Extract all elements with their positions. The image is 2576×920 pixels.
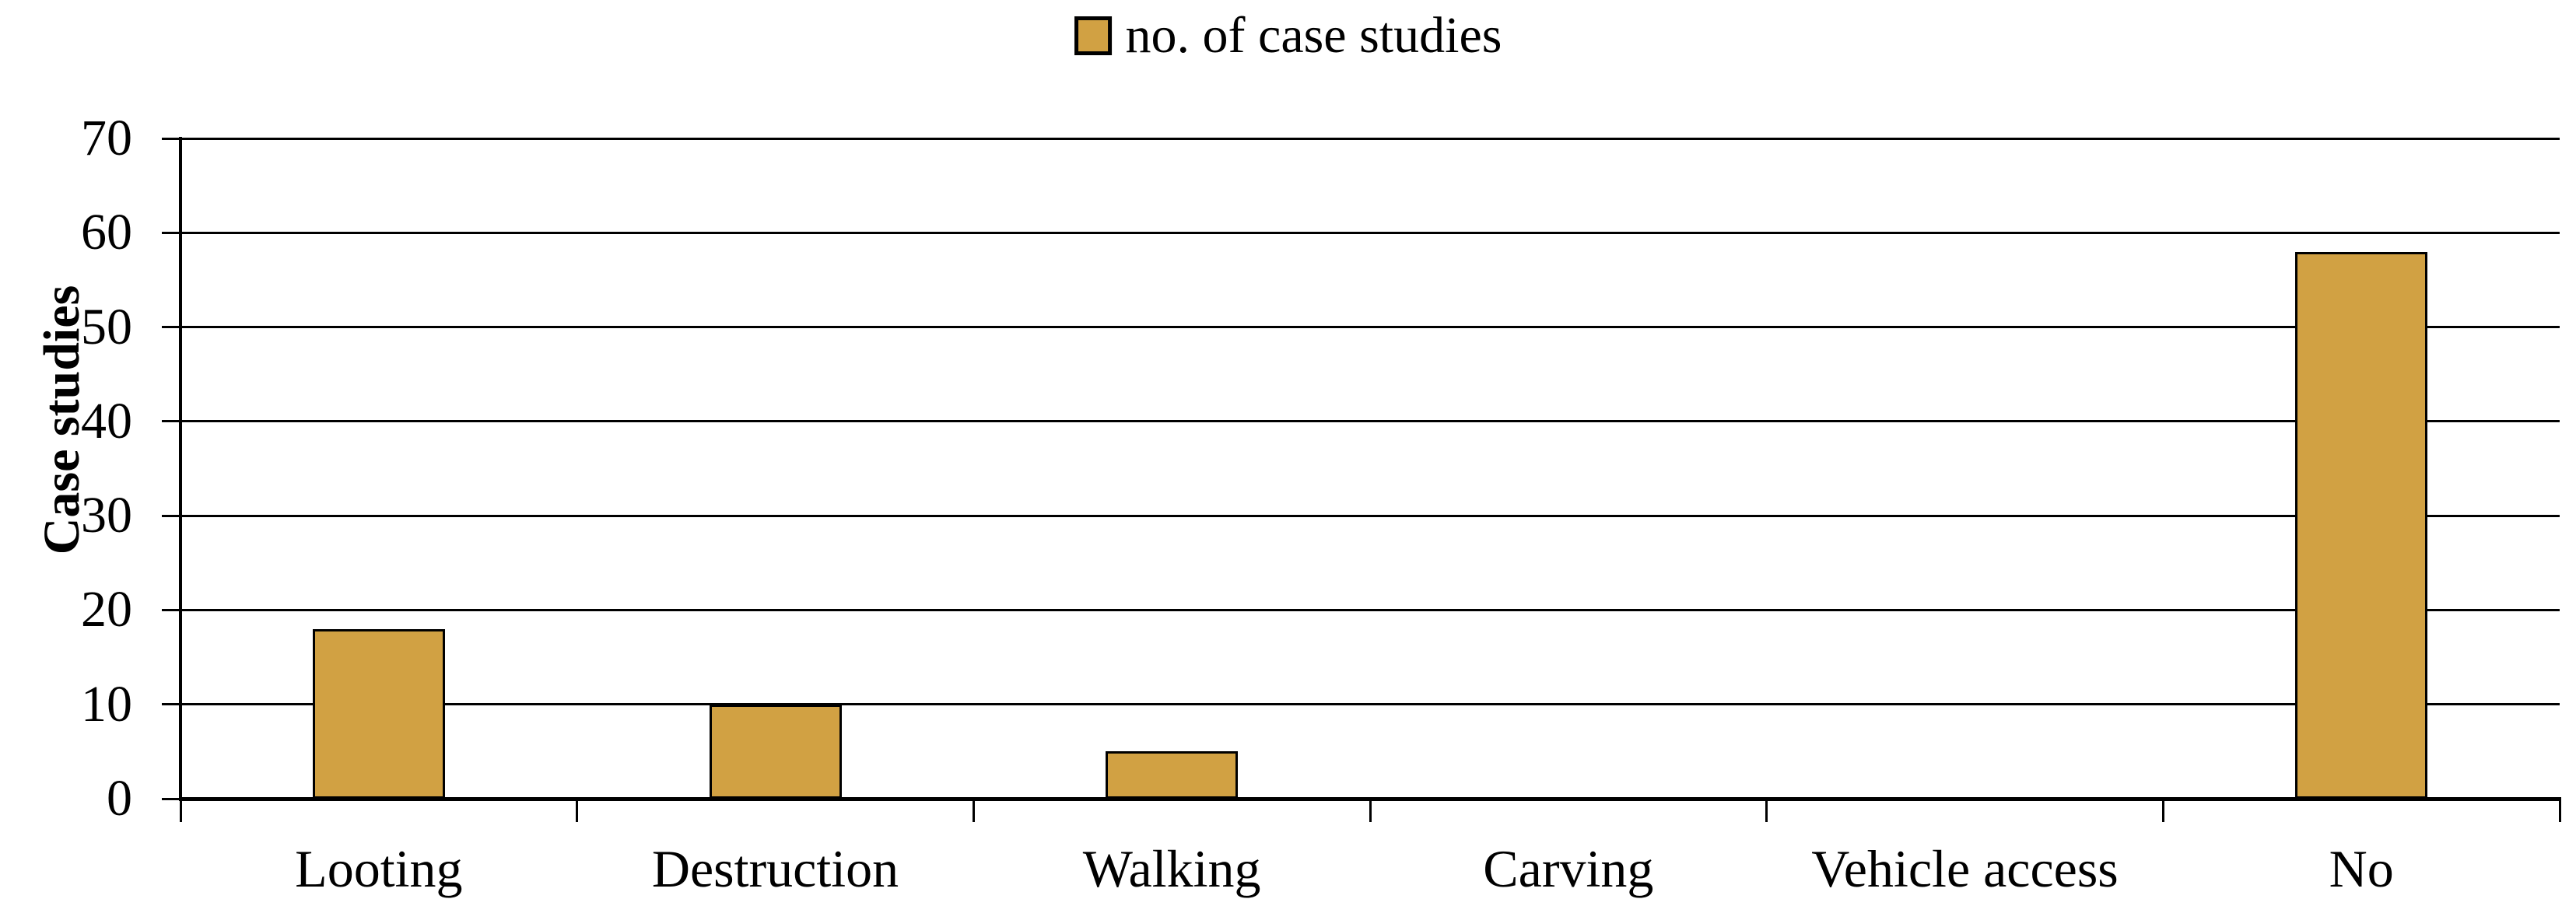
y-tick-label: 0 — [107, 770, 132, 827]
x-category-label: Carving — [1483, 839, 1654, 898]
y-tick — [162, 231, 180, 234]
y-tick-label: 10 — [81, 675, 132, 733]
gridline — [180, 137, 2560, 140]
bar — [709, 704, 842, 799]
legend-label: no. of case studies — [1125, 7, 1502, 64]
bar — [2295, 251, 2428, 799]
gridline — [180, 326, 2560, 329]
x-category-label: No — [2329, 839, 2394, 898]
x-tick — [1369, 799, 1372, 822]
bar — [1106, 751, 1239, 799]
y-tick — [162, 137, 180, 140]
legend: no. of case studies — [1074, 5, 1502, 67]
x-tick — [1765, 799, 1768, 822]
y-tick-label: 70 — [81, 110, 132, 166]
x-category-label: Looting — [295, 839, 463, 898]
gridline — [180, 514, 2560, 517]
x-category-label: Walking — [1082, 839, 1261, 898]
x-tick — [576, 799, 579, 822]
gridline — [180, 608, 2560, 611]
x-category-label: Vehicle access — [1811, 839, 2119, 898]
x-category-label: Destruction — [651, 839, 899, 898]
y-tick-label: 60 — [81, 204, 132, 261]
x-tick — [2558, 799, 2561, 822]
bar — [312, 628, 445, 799]
x-axis-line — [179, 797, 2561, 801]
y-axis-line — [179, 137, 182, 800]
gridline — [180, 231, 2560, 234]
y-tick — [162, 797, 180, 800]
y-tick-label: 30 — [81, 487, 132, 544]
y-tick-label: 40 — [81, 392, 132, 450]
y-tick — [162, 326, 180, 329]
x-tick — [2161, 799, 2164, 822]
y-tick-label: 20 — [81, 581, 132, 638]
gridline — [180, 420, 2560, 423]
y-tick-label: 50 — [81, 298, 132, 355]
y-tick — [162, 608, 180, 611]
x-tick — [972, 799, 975, 822]
x-tick — [179, 799, 182, 822]
y-tick — [162, 703, 180, 706]
legend-swatch-icon — [1074, 16, 1112, 55]
y-tick — [162, 514, 180, 517]
y-tick — [162, 420, 180, 423]
gridline — [180, 703, 2560, 706]
